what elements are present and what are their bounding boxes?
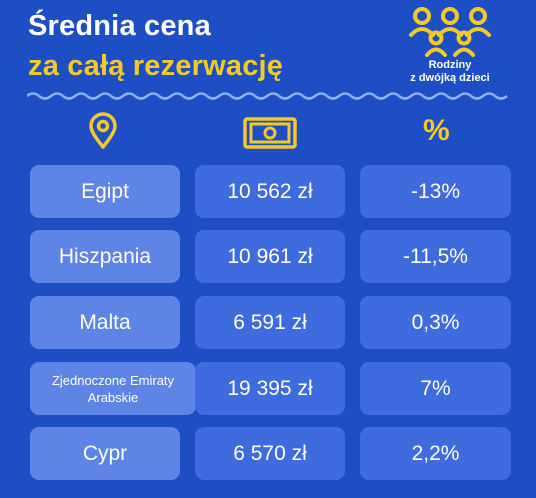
location-pin-icon: [89, 112, 117, 149]
percent-header: %: [423, 114, 450, 147]
change-cell: -13%: [360, 165, 511, 218]
country-cell: Hiszpania: [30, 230, 180, 283]
wave-divider: [27, 92, 508, 100]
price-cell: 19 395 zł: [195, 362, 345, 415]
change-cell: 2,2%: [360, 427, 511, 480]
family-label: Rodziny z dwójką dzieci: [410, 59, 490, 84]
title-line-1: Średnia cena: [28, 10, 211, 42]
country-cell: Zjednoczone Emiraty Arabskie: [30, 362, 196, 415]
banknote-icon: [243, 117, 297, 149]
price-cell: 6 570 zł: [195, 427, 345, 480]
family-badge: Rodziny z dwójką dzieci: [402, 5, 498, 89]
price-cell: 6 591 zł: [195, 296, 345, 349]
family-icon: [409, 7, 491, 57]
price-cell: 10 562 zł: [195, 165, 345, 218]
price-cell: 10 961 zł: [195, 230, 345, 283]
change-cell: 0,3%: [360, 296, 511, 349]
change-cell: -11,5%: [360, 230, 511, 283]
country-cell: Cypr: [30, 427, 180, 480]
title-line-2: za całą rezerwację: [28, 50, 284, 82]
country-cell: Egipt: [30, 165, 180, 218]
change-cell: 7%: [360, 362, 511, 415]
country-cell: Malta: [30, 296, 180, 349]
